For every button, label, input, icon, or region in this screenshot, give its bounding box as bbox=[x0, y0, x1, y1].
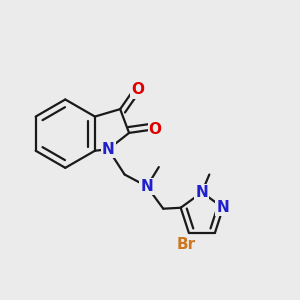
Text: O: O bbox=[149, 122, 162, 137]
Text: N: N bbox=[196, 185, 208, 200]
Text: Br: Br bbox=[176, 237, 195, 252]
Text: N: N bbox=[217, 200, 230, 215]
Text: O: O bbox=[131, 82, 145, 97]
Text: N: N bbox=[102, 142, 115, 157]
Text: N: N bbox=[140, 179, 153, 194]
